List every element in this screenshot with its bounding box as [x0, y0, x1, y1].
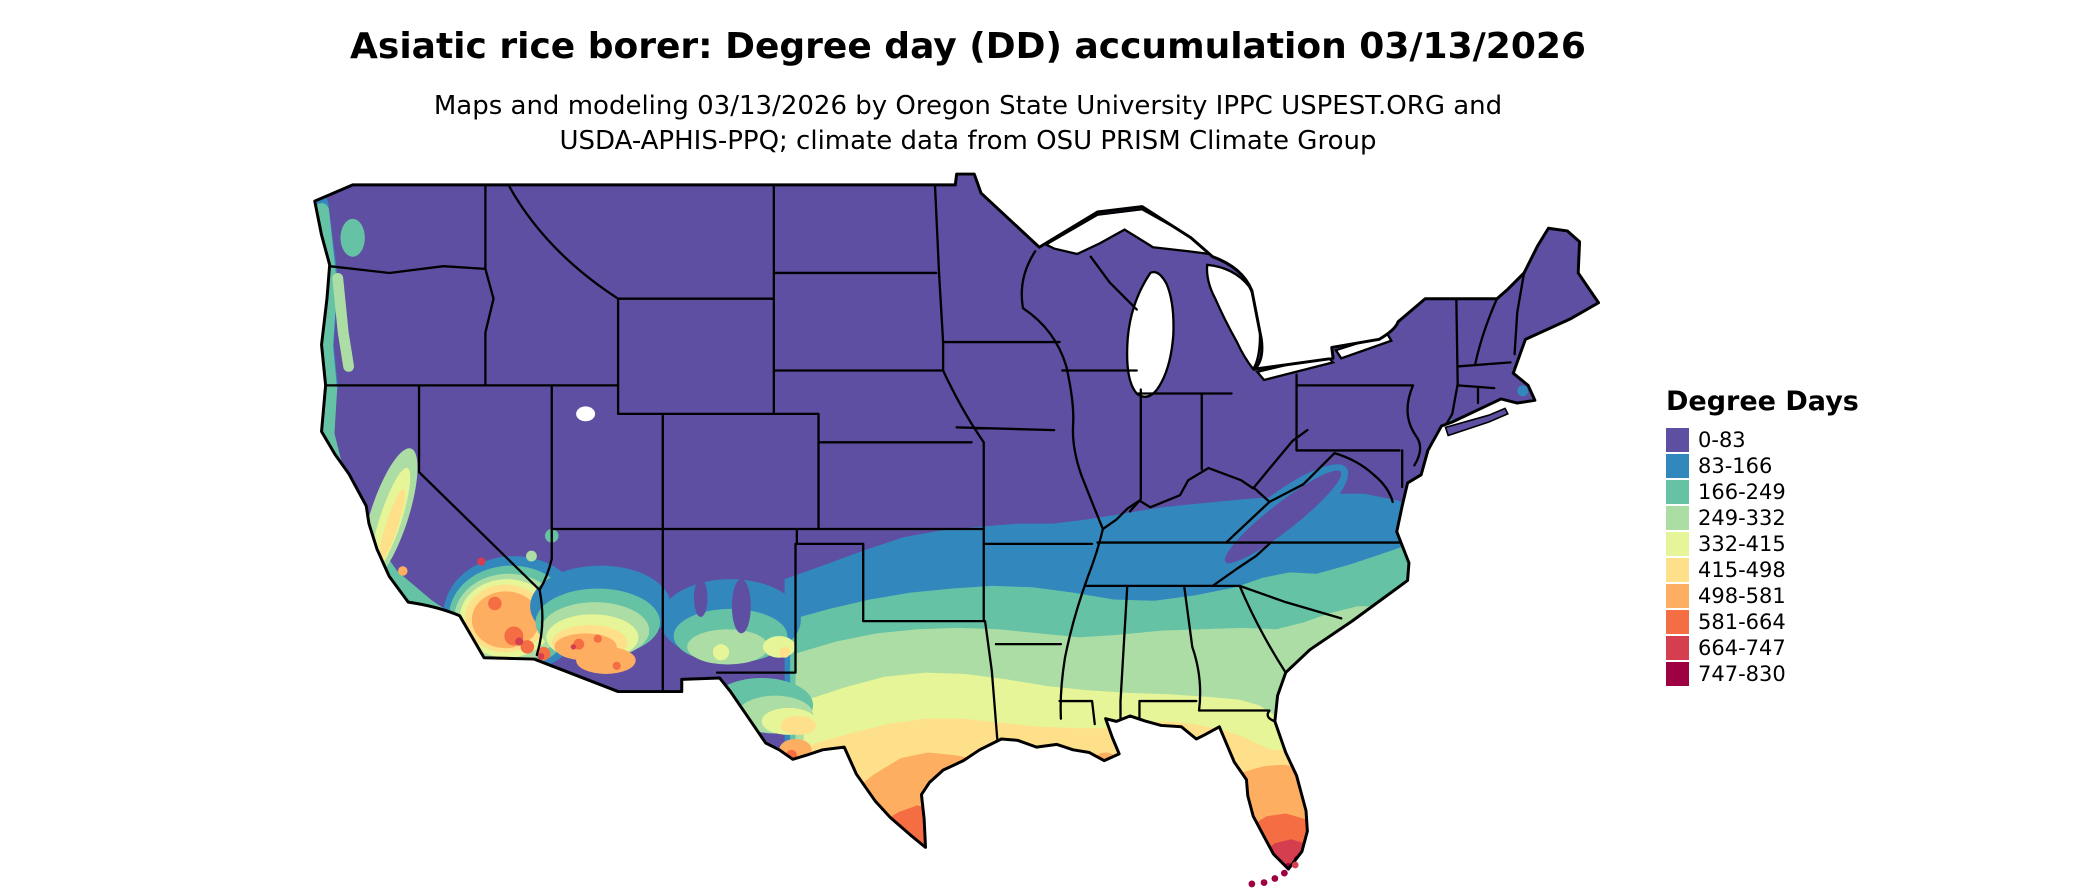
map-legend: Degree Days 0-83 83-166 166-249 249-332 … [1666, 386, 1859, 687]
dd-band-415-498 [811, 718, 1599, 870]
great-salt-lake [576, 406, 596, 422]
legend-item-label: 332-415 [1698, 531, 1786, 556]
legend-item-label: 664-747 [1698, 635, 1786, 660]
dd-band-581-664 [876, 805, 1599, 870]
legend-title: Degree Days [1666, 386, 1859, 417]
lake-michigan [1125, 270, 1175, 398]
legend-items: 0-83 83-166 166-249 249-332 332-415 415-… [1666, 427, 1859, 686]
dd-band-664-747 [901, 839, 1599, 870]
legend-item-label: 0-83 [1698, 427, 1746, 452]
legend-item-label: 415-498 [1698, 557, 1786, 582]
legend-item: 249-332 [1666, 505, 1859, 530]
great-lakes [576, 208, 1394, 422]
legend-swatch [1666, 583, 1689, 608]
legend-item: 166-249 [1666, 479, 1859, 504]
legend-item-label: 747-830 [1698, 661, 1786, 686]
new-mexico-gradient [660, 579, 801, 665]
legend-swatch [1666, 427, 1689, 452]
west-texas-gradient [710, 678, 816, 761]
legend-swatch [1666, 505, 1689, 530]
state-borders [324, 183, 1526, 741]
cape-cod-spot [1517, 385, 1529, 397]
legend-item: 332-415 [1666, 531, 1859, 556]
dd-band-498-581 [846, 752, 1599, 870]
legend-swatch [1666, 453, 1689, 478]
legend-item: 581-664 [1666, 609, 1859, 634]
legend-swatch [1666, 479, 1689, 504]
legend-swatch [1666, 609, 1689, 634]
us-outline [313, 172, 1601, 871]
legend-item: 747-830 [1666, 661, 1859, 686]
map-subtitle-line2: USDA-APHIS-PPQ; climate data from OSU PR… [559, 126, 1377, 156]
appalachian-cool-ridge [1212, 464, 1349, 575]
legend-item-label: 249-332 [1698, 505, 1786, 530]
us-degree-day-map [308, 170, 1608, 888]
south-florida-south-texas-max [921, 846, 1302, 870]
legend-swatch [1666, 661, 1689, 686]
degree-day-raster [314, 174, 1599, 870]
legend-item: 83-166 [1666, 453, 1859, 478]
legend-item-label: 166-249 [1698, 479, 1786, 504]
map-header: Asiatic rice borer: Degree day (DD) accu… [0, 26, 1936, 159]
lake-superior [1043, 208, 1214, 256]
legend-swatch [1666, 557, 1689, 582]
us-map-svg [313, 172, 1601, 888]
legend-item: 415-498 [1666, 557, 1859, 582]
legend-swatch [1666, 635, 1689, 660]
arizona-hotspot [530, 565, 671, 674]
map-subtitle-line1: Maps and modeling 03/13/2026 by Oregon S… [433, 91, 1503, 121]
map-title: Asiatic rice borer: Degree day (DD) accu… [350, 26, 1586, 67]
long-island [1444, 407, 1509, 437]
legend-swatch [1666, 531, 1689, 556]
legend-item-label: 581-664 [1698, 609, 1786, 634]
legend-item: 498-581 [1666, 583, 1859, 608]
legend-item-label: 498-581 [1698, 583, 1786, 608]
legend-item: 664-747 [1666, 635, 1859, 660]
map-subtitle: Maps and modeling 03/13/2026 by Oregon S… [0, 89, 1936, 159]
florida-keys [1248, 861, 1299, 888]
legend-item: 0-83 [1666, 427, 1859, 452]
legend-item-label: 83-166 [1698, 453, 1773, 478]
